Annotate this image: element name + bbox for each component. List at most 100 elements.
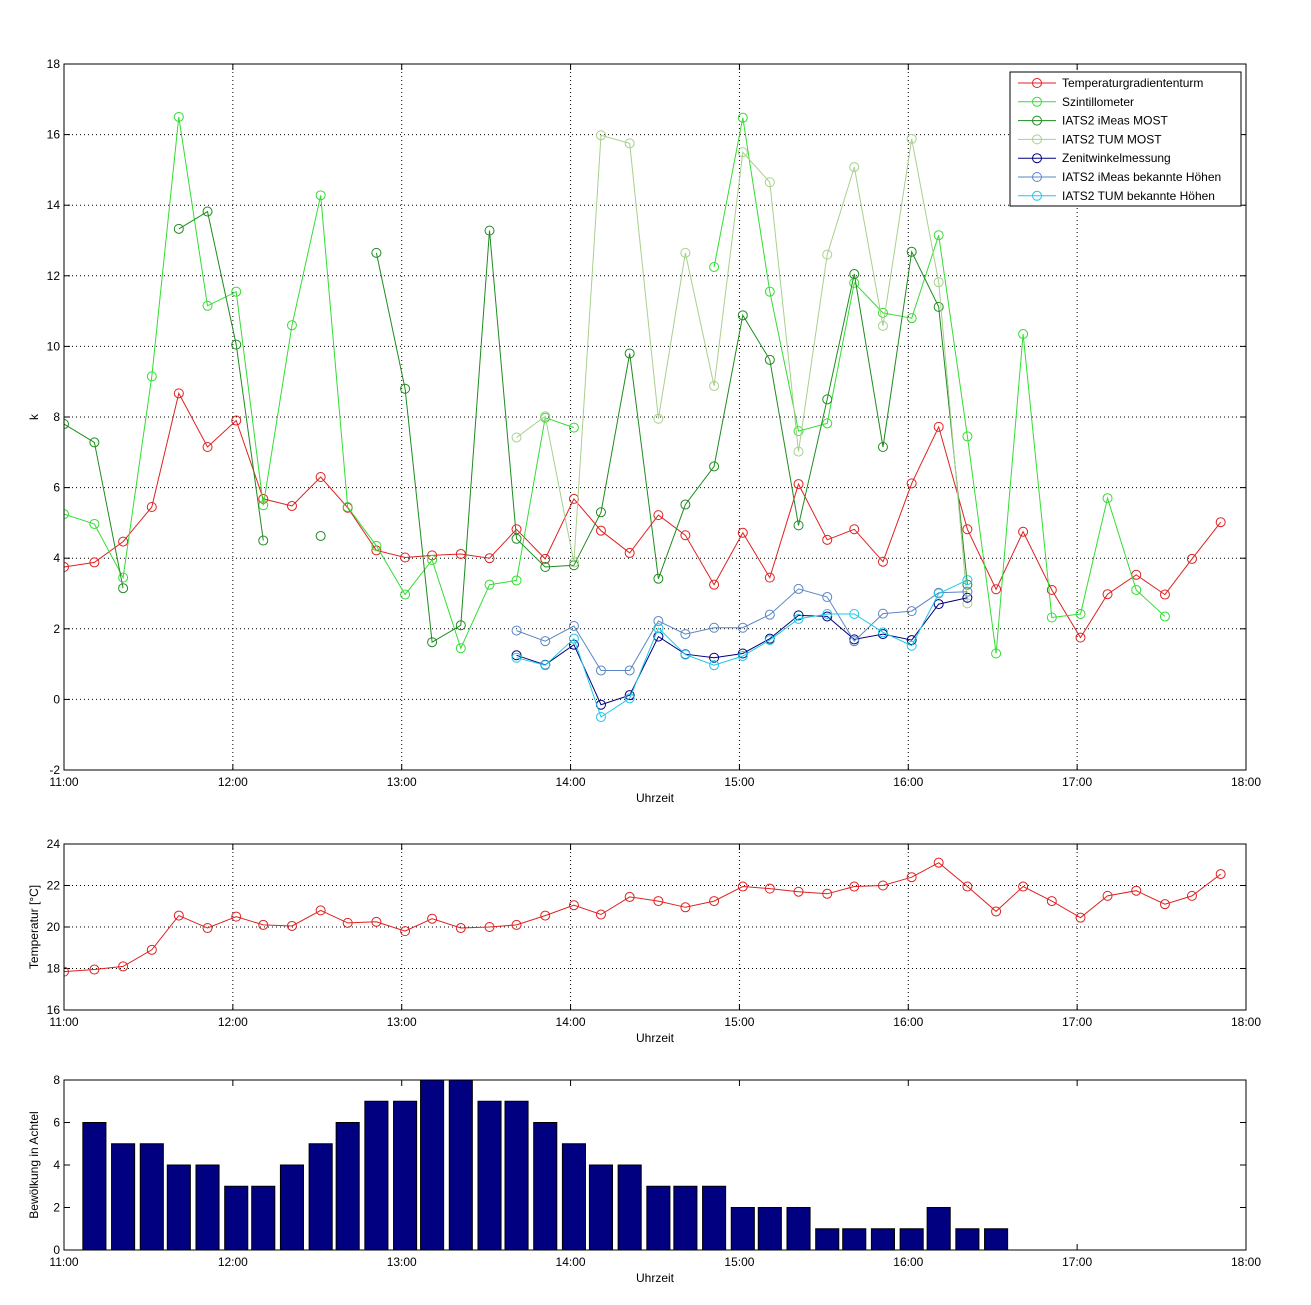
data-point [595,909,606,920]
data-point [89,964,100,975]
cloud-cover-bar-plot: 11:00 12:00 13:00 14:00 15:00 16:00 17:00 18:00… [27,1073,1261,1285]
data-point [455,548,466,559]
data-point [231,911,242,922]
data-point [1018,526,1029,537]
data-point [991,584,1002,595]
data-point [624,693,635,704]
data-point [511,919,522,930]
data-point [484,225,495,236]
data-point [455,620,466,631]
bar [786,1207,811,1250]
data-point [455,643,466,654]
data-point [89,557,100,568]
data-point [1159,611,1170,622]
series-line [64,423,124,589]
data-point [568,620,579,631]
data-point [64,419,69,430]
data-point [1159,899,1170,910]
x-tick-label: 14:00 [556,1255,586,1269]
data-point [511,533,522,544]
data-point [680,247,691,258]
data-point [173,910,184,921]
data-point [933,599,944,610]
x-tick-label: 14:00 [556,775,586,789]
data-point [653,896,664,907]
data-point [371,916,382,927]
data-point [1102,589,1113,600]
series-line [516,579,968,718]
series-line [516,588,968,671]
data-point [709,652,720,663]
data-point [1046,896,1057,907]
legend-marker [1032,153,1042,164]
data-point [540,660,551,671]
y-axis-label: Bewölkung in Achtel [27,1111,41,1218]
data-point [991,906,1002,917]
x-tick-label: 11:00 [49,1255,78,1269]
data-point [1102,493,1113,504]
data-point [1075,608,1086,619]
data-point [1215,869,1226,880]
data-point [737,147,748,158]
data-point [653,623,664,634]
data-point [427,554,438,565]
data-point [877,442,888,453]
bar [561,1143,586,1250]
x-tick-label: 17:00 [1062,1015,1092,1029]
data-point [991,648,1002,659]
data-point [877,627,888,638]
data-point [1159,589,1170,600]
x-tick-label: 13:00 [387,1255,417,1269]
data-point [906,246,917,257]
data-point [877,556,888,567]
data-point [173,223,184,234]
y-tick-label: 0 [53,1243,60,1257]
bar [702,1185,727,1250]
data-point [202,300,213,311]
data-point [933,588,944,599]
bar [815,1228,840,1250]
data-point [793,446,804,457]
data-point [89,518,100,529]
data-point [933,230,944,241]
y-axis-label: Temperatur [°C] [27,885,41,969]
data-point [709,622,720,633]
bar [588,1164,614,1250]
bar [533,1122,558,1250]
data-point [484,553,495,564]
y-tick-label: 16 [47,1003,61,1017]
y-tick-label: 22 [47,879,61,893]
data-point [653,510,664,521]
legend: Temperaturgradiententurm Szintillometer IA… [1009,71,1242,207]
data-point [962,524,973,535]
data-point [822,249,833,260]
data-point [511,625,522,636]
data-point [315,472,326,483]
data-point [484,579,495,590]
data-point [933,421,944,432]
legend-marker [1032,96,1042,107]
data-point [118,536,129,547]
data-point [849,636,860,647]
data-point [1102,890,1113,901]
axes-frame [63,1079,1247,1251]
data-point [877,608,888,619]
x-tick-label: 18:00 [1231,775,1261,789]
x-tick-label: 16:00 [893,1255,923,1269]
legend-label: IATS2 iMeas MOST [1062,114,1168,128]
data-point [595,130,606,141]
data-point [653,413,664,424]
x-tick-label: 15:00 [724,775,754,789]
data-point [793,426,804,437]
data-point [286,320,297,331]
y-tick-label: 18 [47,57,61,71]
y-tick-label: 16 [47,128,61,142]
data-point [962,586,973,597]
series-line [375,230,968,644]
x-tick-label: 18:00 [1231,1015,1261,1029]
data-layer [82,1080,1009,1250]
k-line-plot: 11:00 12:00 13:00 14:00 15:00 16:00 17:00 18:00… [27,57,1261,805]
x-tick-label: 18:00 [1231,1255,1261,1269]
data-point [933,857,944,868]
x-tick-label: 14:00 [556,1015,586,1029]
